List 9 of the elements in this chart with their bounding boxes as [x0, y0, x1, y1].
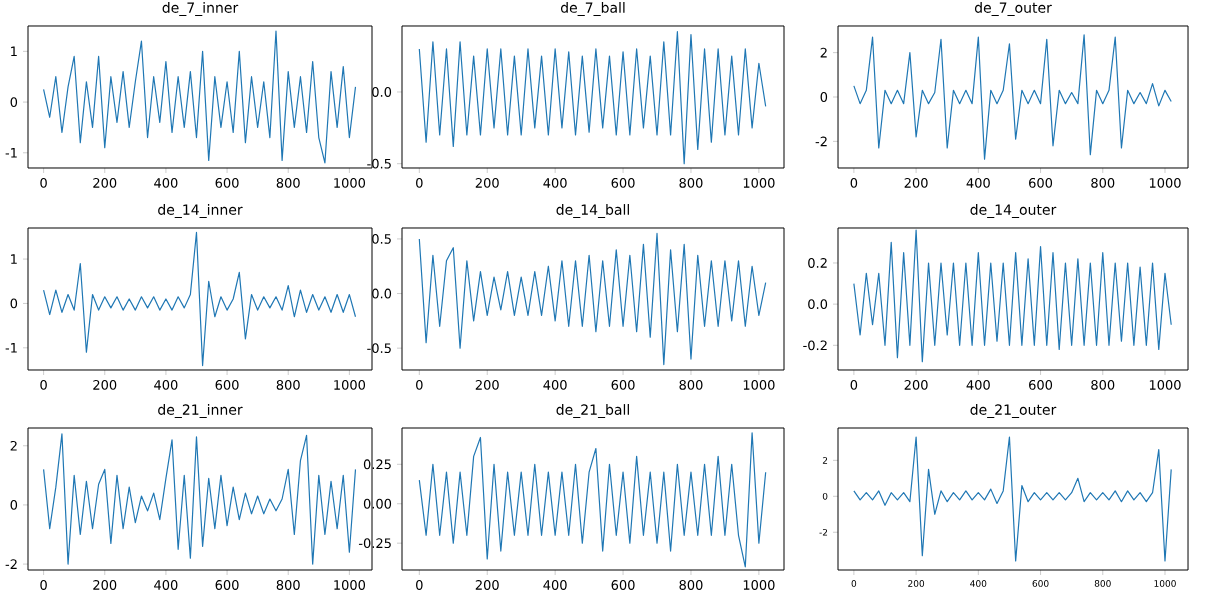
- line-series: [853, 436, 1172, 562]
- line-series: [42, 30, 357, 164]
- line-series: [853, 34, 1172, 160]
- line-series: [418, 31, 767, 165]
- line-series: [853, 229, 1172, 363]
- line-series: [42, 433, 357, 565]
- line-series: [418, 432, 767, 568]
- line-series: [418, 232, 767, 366]
- line-series: [42, 231, 357, 367]
